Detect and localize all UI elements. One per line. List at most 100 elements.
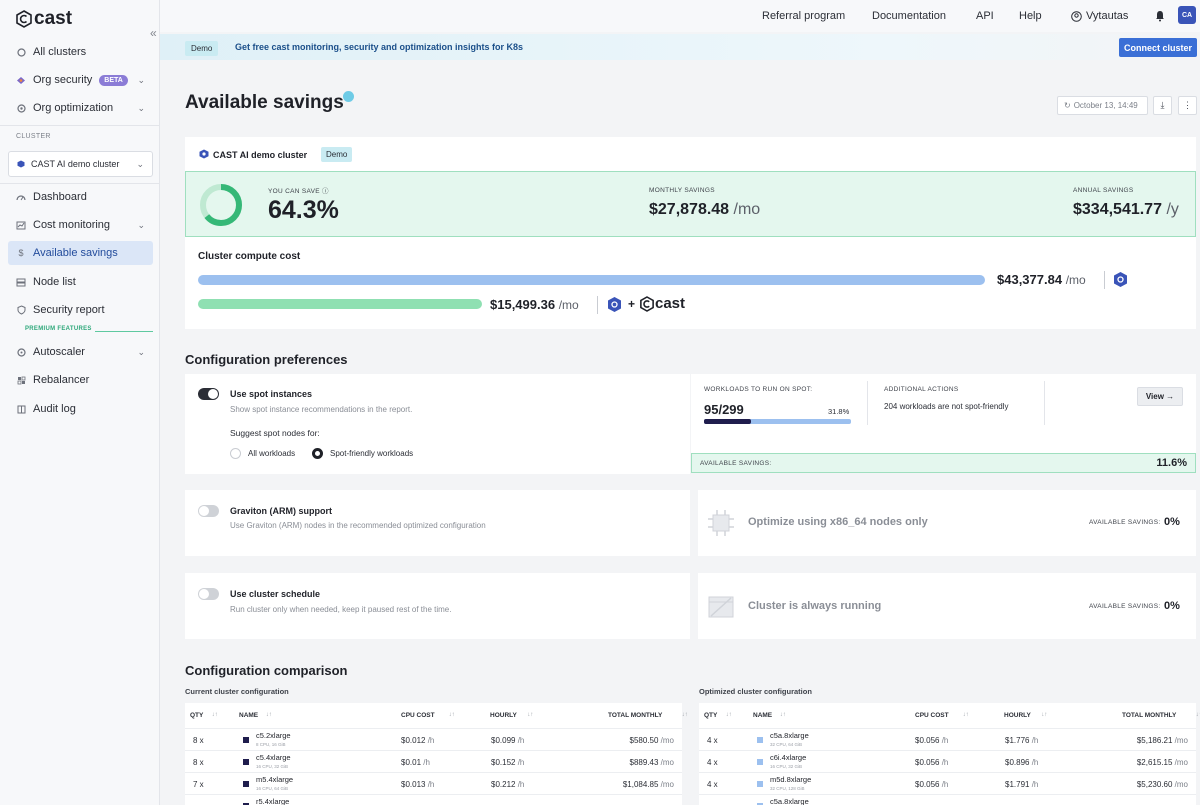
- table-row[interactable]: 8 x c5.4xlarge 16 CPU, 32 GiB $0.01 /h $0.15…: [185, 750, 682, 772]
- chevron-down-icon[interactable]: ⌄: [137, 219, 145, 230]
- avatar[interactable]: CA: [1178, 6, 1196, 24]
- table-row[interactable]: 7 x m5.4xlarge 16 CPU, 64 GiB $0.013 /h $0.2…: [185, 772, 682, 794]
- sidebar-item-node-list[interactable]: Node list: [8, 270, 153, 294]
- instance-icon: [757, 781, 763, 787]
- sidebar-item-autoscaler[interactable]: Autoscaler ⌄: [8, 340, 153, 364]
- you-can-save-label: YOU CAN SAVE ⓘ: [268, 188, 329, 195]
- graviton-desc: Use Graviton (ARM) nodes in the recommen…: [230, 521, 486, 530]
- table-row[interactable]: 4 x c6i.4xlarge 16 CPU, 32 GiB $0.056 /h $0.…: [699, 750, 1196, 772]
- cluster-select[interactable]: CAST AI demo cluster ⌄: [8, 151, 153, 177]
- sort-icon[interactable]: ↓↑: [265, 712, 272, 718]
- spot-instances-toggle[interactable]: [198, 388, 219, 400]
- column-header-name[interactable]: NAME: [753, 712, 773, 719]
- sort-icon[interactable]: ↓↑: [725, 712, 732, 718]
- demo-tag: Demo: [185, 41, 219, 56]
- premium-features-label: PREMIUM FEATURES: [8, 326, 153, 332]
- sort-icon[interactable]: ↓↑: [962, 712, 969, 718]
- cast-logo: cast: [640, 295, 685, 312]
- referral-program-link[interactable]: Referral program: [762, 10, 846, 22]
- chevron-down-icon[interactable]: ⌄: [137, 74, 145, 85]
- user-menu[interactable]: Vytautas: [1071, 10, 1128, 22]
- more-menu-button[interactable]: ⋮: [1178, 96, 1197, 115]
- all-workloads-radio[interactable]: [230, 448, 241, 459]
- column-header-qty[interactable]: QTY: [190, 712, 204, 719]
- table-row[interactable]: 8 x c5.2xlarge 8 CPU, 16 GiB $0.012 /h $0.09…: [185, 728, 682, 750]
- documentation-link[interactable]: Documentation: [872, 10, 946, 22]
- refresh-button[interactable]: ↻ October 13, 14:49: [1057, 96, 1148, 115]
- optimized-config-label: Optimized cluster configuration: [699, 687, 812, 696]
- column-header-total-monthly[interactable]: TOTAL MONTHLY: [1122, 712, 1177, 719]
- sort-icon[interactable]: ↓↑: [1195, 712, 1200, 718]
- target-icon: [16, 103, 26, 113]
- sort-icon[interactable]: ↓↑: [211, 712, 218, 718]
- api-link[interactable]: API: [976, 10, 994, 22]
- logo-text: cast: [34, 8, 73, 29]
- cluster-select-value: CAST AI demo cluster: [31, 159, 120, 169]
- chevron-down-icon[interactable]: ⌄: [137, 102, 145, 113]
- column-header-hourly[interactable]: HOURLY: [1004, 712, 1031, 719]
- sidebar-item-all-clusters[interactable]: All clusters: [8, 40, 153, 64]
- column-header-total-monthly[interactable]: TOTAL MONTHLY: [608, 712, 663, 719]
- sidebar-item-org-optimization[interactable]: Org optimization ⌄: [8, 96, 153, 120]
- chip-icon: [708, 510, 734, 536]
- dollar-icon: $: [18, 248, 24, 258]
- sort-icon[interactable]: ↓↑: [448, 712, 455, 718]
- suggest-label: Suggest spot nodes for:: [230, 428, 320, 438]
- shield-check-icon: [16, 305, 26, 315]
- divider: [1104, 271, 1105, 289]
- optimized-cost-value: $15,499.36 /mo: [490, 297, 579, 312]
- sidebar: cast « All clusters Org security BETA ⌄ …: [0, 0, 160, 805]
- sort-icon[interactable]: ↓↑: [681, 712, 688, 718]
- cpu-cost-cell: $0.01 /h: [401, 758, 430, 767]
- divider: [1044, 381, 1045, 425]
- column-header-hourly[interactable]: HOURLY: [490, 712, 517, 719]
- sidebar-item-dashboard[interactable]: Dashboard: [8, 185, 153, 209]
- hourly-cell: $0.099 /h: [491, 736, 525, 745]
- sort-icon[interactable]: ↓↑: [527, 712, 534, 718]
- hourly-cell: $1.791 /h: [1005, 780, 1039, 789]
- download-button[interactable]: ⤓: [1153, 96, 1172, 115]
- savings-donut-chart: [200, 184, 242, 226]
- chevron-down-icon[interactable]: ⌄: [137, 346, 145, 357]
- column-header-cpu-cost[interactable]: CPU COST: [401, 712, 435, 719]
- info-icon[interactable]: ⓘ: [322, 188, 329, 195]
- current-config-table: QTY ↓↑ NAME ↓↑ CPU COST ↓↑ HOURLY ↓↑ TOTAL MONTH…: [185, 703, 688, 805]
- connect-cluster-button[interactable]: Connect cluster: [1119, 38, 1197, 57]
- sidebar-item-security-report[interactable]: Security report: [8, 298, 153, 322]
- graviton-toggle[interactable]: [198, 505, 219, 517]
- bell-icon[interactable]: [1155, 9, 1165, 27]
- table-row[interactable]: r5.4xlarge: [185, 794, 682, 805]
- divider: [597, 296, 598, 314]
- sidebar-item-cost-monitoring[interactable]: Cost monitoring ⌄: [8, 213, 153, 237]
- sort-icon[interactable]: ↓↑: [1041, 712, 1048, 718]
- table-row[interactable]: 4 x c5a.8xlarge 32 CPU, 64 GiB $0.056 /h $1.…: [699, 728, 1196, 750]
- table-row[interactable]: 4 x m5d.8xlarge 32 CPU, 128 GiB $0.056 /h $1…: [699, 772, 1196, 794]
- logo[interactable]: cast: [16, 8, 72, 30]
- help-link[interactable]: Help: [1019, 10, 1042, 22]
- plus-sign: +: [628, 297, 636, 311]
- sidebar-item-label: Org security: [33, 74, 93, 86]
- column-header-cpu-cost[interactable]: CPU COST: [915, 712, 949, 719]
- instance-name: c6i.4xlarge: [770, 753, 807, 762]
- circle-icon: [16, 47, 26, 57]
- optimized-cost-bar: [198, 299, 482, 309]
- all-workloads-label: All workloads: [248, 449, 296, 458]
- chart-icon: [16, 220, 26, 230]
- banner-text: Get free cast monitoring, security and o…: [235, 42, 524, 52]
- sort-icon[interactable]: ↓↑: [779, 712, 786, 718]
- spot-workloads-card: [691, 374, 1196, 454]
- graviton-result-card: [698, 490, 1196, 556]
- table-row[interactable]: c5a.8xlarge: [699, 794, 1196, 805]
- cpu-cost-cell: $0.012 /h: [401, 736, 435, 745]
- collapse-sidebar-icon[interactable]: «: [150, 26, 157, 40]
- view-button[interactable]: View →: [1137, 387, 1183, 406]
- sidebar-item-audit-log[interactable]: Audit log: [8, 397, 153, 421]
- column-header-name[interactable]: NAME: [239, 712, 259, 719]
- instance-icon: [243, 781, 249, 787]
- sidebar-item-available-savings[interactable]: $ Available savings: [8, 241, 153, 265]
- spot-friendly-radio[interactable]: [312, 448, 323, 459]
- cluster-schedule-toggle[interactable]: [198, 588, 219, 600]
- sidebar-item-org-security[interactable]: Org security BETA ⌄: [8, 68, 153, 92]
- sidebar-item-rebalancer[interactable]: Rebalancer: [8, 368, 153, 392]
- column-header-qty[interactable]: QTY: [704, 712, 718, 719]
